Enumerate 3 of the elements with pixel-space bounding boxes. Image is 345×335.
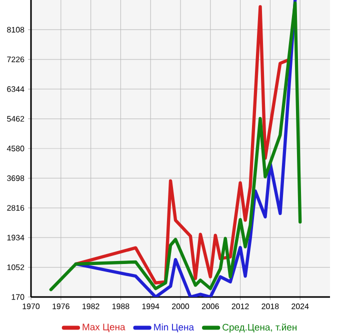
legend-label: Сред.Цена, т.йен [222,323,297,332]
legend-label: Max Цена [82,324,126,332]
legend-label: Min Цена [154,324,194,332]
